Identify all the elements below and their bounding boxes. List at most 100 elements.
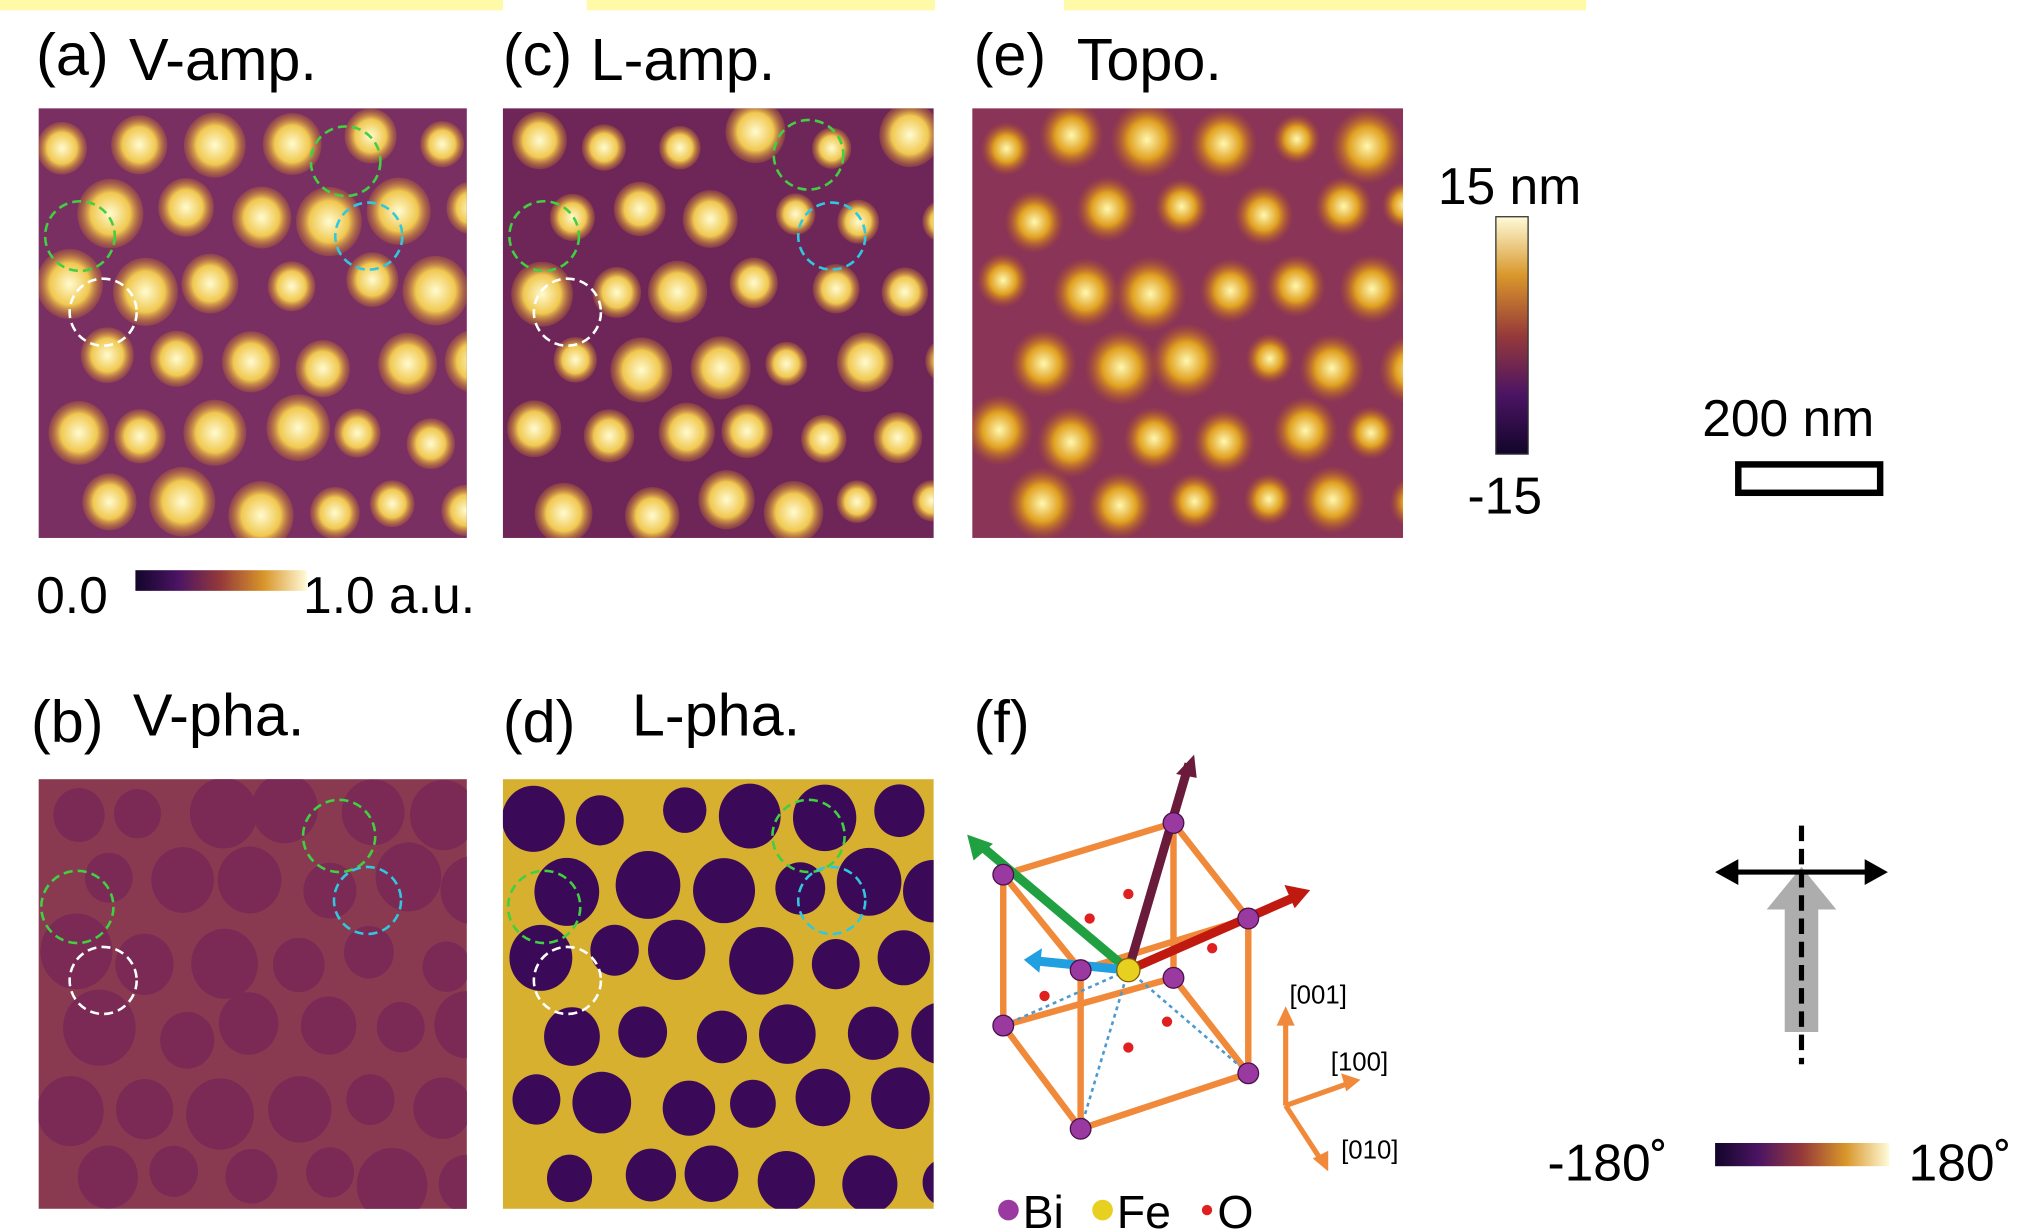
- grain: [222, 331, 280, 392]
- grain: [228, 481, 293, 549]
- grain: [776, 193, 815, 234]
- grain: [610, 338, 672, 403]
- grain: [182, 254, 239, 314]
- grain: [218, 847, 282, 914]
- grain: [111, 115, 167, 174]
- grain: [812, 939, 860, 989]
- grain: [1266, 254, 1326, 317]
- panel-label: (d): [503, 688, 576, 755]
- scale-bar: [1738, 464, 1880, 492]
- colorbar-max: 15 nm: [1438, 157, 1581, 215]
- grain: [793, 785, 856, 852]
- image-v-amp: [39, 108, 467, 538]
- grain: [648, 261, 707, 323]
- grain: [63, 990, 136, 1066]
- grain: [346, 252, 398, 307]
- grain: [572, 1072, 631, 1134]
- grain: [1199, 258, 1261, 324]
- colorbar-max: 1.0 a.u.: [303, 566, 475, 624]
- grain: [116, 1079, 173, 1139]
- grain: [1330, 108, 1404, 185]
- grain: [296, 187, 362, 256]
- grain: [183, 400, 246, 466]
- grain: [614, 182, 666, 236]
- image-l-pha: [503, 779, 934, 1209]
- panel-label: (f): [974, 688, 1030, 755]
- grain: [1084, 329, 1158, 407]
- grain: [922, 200, 962, 242]
- grain: [1087, 471, 1152, 540]
- grain: [49, 401, 110, 465]
- grain: [1007, 466, 1078, 541]
- grain: [115, 934, 173, 995]
- legend-marker: [1202, 1205, 1212, 1215]
- colorbar-min: 0.0: [36, 566, 108, 624]
- grain: [1114, 256, 1187, 333]
- grain: [301, 996, 356, 1054]
- grain: [407, 418, 455, 469]
- grain: [367, 178, 431, 245]
- grain: [423, 942, 471, 992]
- axis-label: [010]: [1341, 1136, 1398, 1164]
- grain: [441, 485, 489, 536]
- grain: [759, 1004, 816, 1063]
- scale-bar-label: 200 nm: [1702, 389, 1874, 447]
- grain: [77, 179, 143, 248]
- grain: [378, 333, 437, 395]
- axis-label: [001]: [1290, 982, 1347, 1010]
- grain: [1382, 181, 1429, 230]
- crystal-structure: [967, 755, 1360, 1172]
- grain: [1150, 323, 1223, 400]
- grain: [879, 103, 940, 167]
- grain: [410, 780, 477, 850]
- grain: [310, 487, 360, 539]
- grain: [721, 404, 772, 458]
- grain: [1315, 176, 1373, 237]
- grain: [837, 333, 894, 392]
- grain: [219, 992, 279, 1055]
- grain: [1299, 333, 1365, 402]
- grain: [186, 1078, 254, 1149]
- grain: [691, 336, 751, 399]
- grain: [190, 778, 257, 849]
- grain: [1110, 101, 1184, 179]
- grain: [550, 194, 595, 241]
- grain: [37, 122, 87, 174]
- grain: [576, 795, 624, 845]
- grain: [263, 113, 322, 175]
- grain: [685, 1146, 739, 1202]
- amp-colorbar: [135, 570, 307, 591]
- grain: [730, 258, 778, 309]
- grain: [697, 1011, 747, 1064]
- grain: [1273, 396, 1339, 465]
- grain: [507, 400, 561, 457]
- top-highlight: [0, 0, 1586, 10]
- grain: [1245, 333, 1294, 384]
- polarization-schematic: [1715, 826, 1888, 1065]
- colorbar-max: 180˚: [1909, 1133, 2012, 1191]
- grain: [1190, 108, 1258, 179]
- grain: [1167, 472, 1222, 530]
- grain: [446, 182, 496, 235]
- grain: [1244, 473, 1294, 526]
- grain: [268, 1076, 331, 1142]
- grain: [160, 1012, 214, 1069]
- grain: [874, 784, 924, 837]
- grain: [37, 1076, 104, 1146]
- grain: [796, 1069, 851, 1126]
- grain: [874, 412, 923, 463]
- grain: [114, 789, 161, 838]
- grain: [268, 261, 315, 311]
- grain: [837, 200, 879, 244]
- grain: [911, 1002, 970, 1064]
- grain: [1389, 475, 1441, 530]
- figure: (a) V-amp. (c) L-amp. (e) Topo. (b) V-ph…: [0, 0, 2022, 1232]
- grain: [40, 914, 112, 990]
- grain: [377, 1002, 425, 1052]
- grain: [1123, 406, 1184, 470]
- grain: [764, 481, 824, 544]
- grain: [413, 1078, 471, 1139]
- grain: [659, 403, 715, 462]
- grain: [420, 121, 464, 167]
- panel-label: (a): [36, 21, 109, 88]
